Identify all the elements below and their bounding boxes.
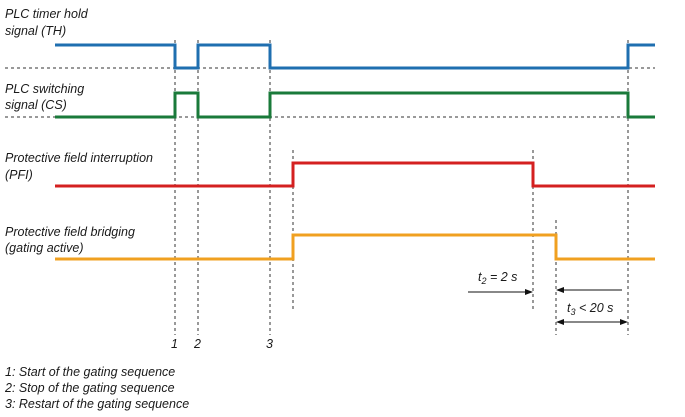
gating-waveform xyxy=(55,233,655,261)
cs-label-line-1: PLC switching xyxy=(5,82,84,96)
cs-label-line-2: signal (CS) xyxy=(5,98,67,112)
t2-label: t2 = 2 s xyxy=(478,270,517,286)
legend-item-2: 2: Stop of the gating sequence xyxy=(5,381,175,395)
pfi-label-line-1: Protective field interruption xyxy=(5,151,153,165)
pfi-waveform xyxy=(55,161,655,188)
legend-item-1: 1: Start of the gating sequence xyxy=(5,365,176,379)
marker-1-label: 1 xyxy=(171,337,178,351)
t2-arrowhead-right xyxy=(525,289,533,295)
legend-item-3: 3: Restart of the gating sequence xyxy=(5,397,190,411)
t3-arrowhead-upper-left xyxy=(556,287,564,293)
t3-arrowhead-lower-right xyxy=(620,319,628,325)
cs-waveform xyxy=(55,91,655,119)
marker-2-label: 2 xyxy=(193,337,201,351)
marker-3-label: 3 xyxy=(266,337,273,351)
t3-arrowhead-lower-left xyxy=(556,319,564,325)
t3-label: t3 < 20 s xyxy=(567,301,613,317)
gating-label-line-2: (gating active) xyxy=(5,241,84,255)
th-label-line-1: PLC timer hold xyxy=(5,7,89,21)
th-waveform xyxy=(55,43,655,70)
gating-label-line-1: Protective field bridging xyxy=(5,225,135,239)
pfi-label-line-2: (PFI) xyxy=(5,168,33,182)
th-label-line-2: signal (TH) xyxy=(5,24,66,38)
